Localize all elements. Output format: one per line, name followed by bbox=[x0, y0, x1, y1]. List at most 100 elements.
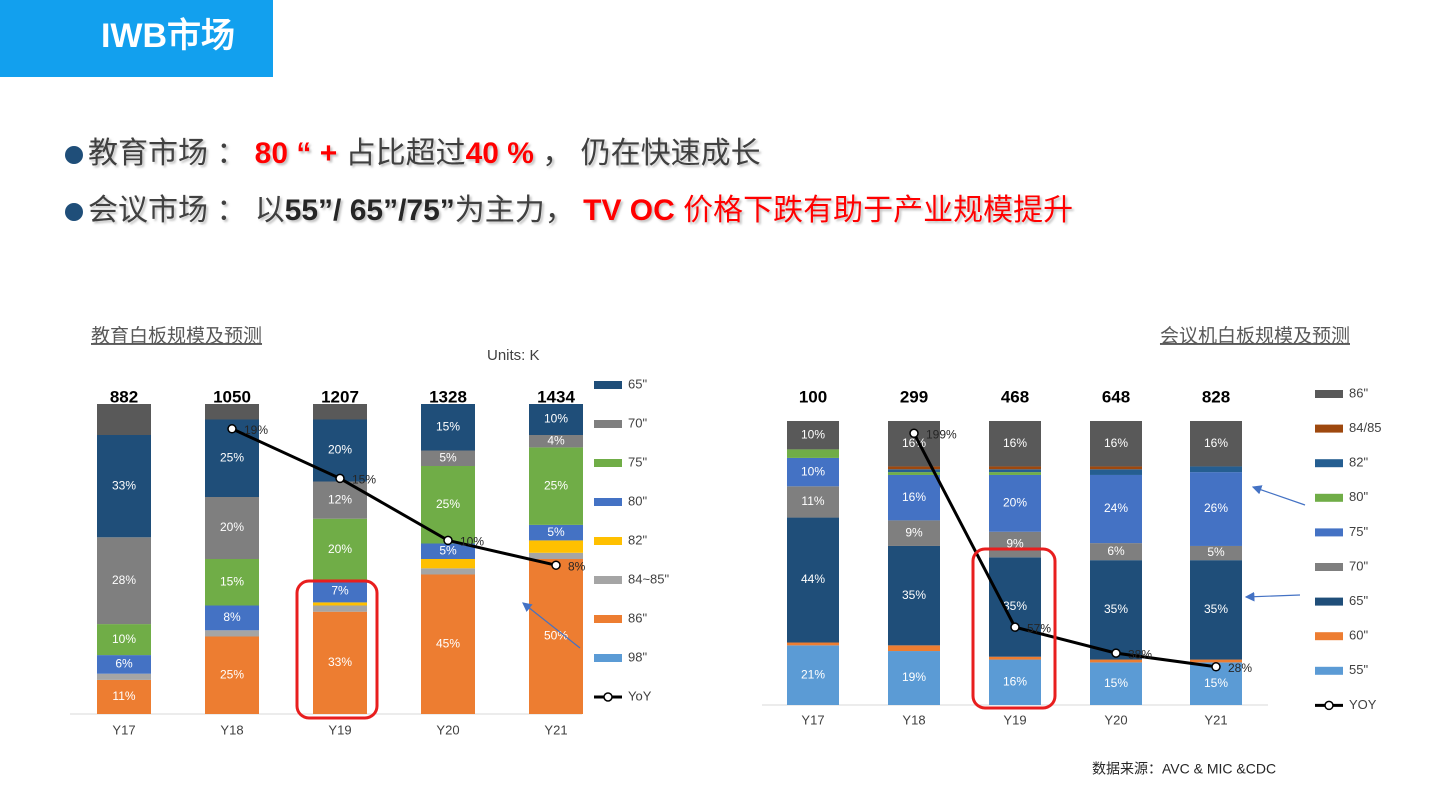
total-label: 299 bbox=[900, 387, 928, 406]
data-label: 16% bbox=[902, 490, 926, 504]
total-label: 1328 bbox=[429, 387, 467, 406]
data-label: 6% bbox=[115, 657, 133, 671]
legend-label: 55" bbox=[1349, 662, 1368, 677]
total-label: 1207 bbox=[321, 387, 359, 406]
line bbox=[912, 432, 1217, 669]
highlight-box bbox=[971, 547, 1057, 710]
bar-segment bbox=[313, 602, 367, 606]
bar-segment bbox=[989, 469, 1041, 473]
legend-label: 65" bbox=[628, 376, 647, 391]
bar-segment bbox=[989, 466, 1041, 470]
data-label: 10% bbox=[801, 464, 825, 478]
line-label: 15% bbox=[352, 473, 376, 487]
bar-segment bbox=[529, 540, 583, 553]
bar-segment bbox=[787, 517, 839, 643]
legend-swatch bbox=[594, 654, 622, 662]
bar-segment bbox=[1190, 560, 1242, 660]
bar-segment bbox=[529, 447, 583, 525]
bar-segment bbox=[888, 645, 940, 652]
legend-swatch bbox=[1315, 459, 1343, 468]
bar-segment bbox=[205, 559, 259, 606]
bar-segment bbox=[888, 474, 940, 521]
text-run: 会议市场 ： 以 bbox=[88, 194, 285, 227]
legend-label: 70" bbox=[628, 415, 647, 430]
data-label: 9% bbox=[905, 525, 923, 539]
data-label: 28% bbox=[112, 573, 136, 587]
bar-segment bbox=[888, 469, 940, 473]
bar-segment bbox=[421, 404, 475, 451]
bar-segment bbox=[1090, 466, 1142, 470]
legend-label: YoY bbox=[628, 688, 652, 703]
data-label: 5% bbox=[439, 450, 457, 464]
data-label: 25% bbox=[544, 478, 568, 492]
text-run: TV OC bbox=[583, 194, 675, 227]
bar-segment bbox=[1090, 662, 1142, 705]
data-label: 8% bbox=[223, 610, 241, 624]
bar-segment bbox=[529, 524, 583, 541]
line-label: 10% bbox=[460, 535, 484, 549]
data-label: 10% bbox=[801, 427, 825, 441]
x-tick-label: Y17 bbox=[801, 712, 824, 727]
bar-segment bbox=[97, 673, 151, 680]
x-tick-label: Y21 bbox=[1204, 712, 1227, 727]
bar-segment bbox=[313, 611, 367, 714]
legend-label: 75" bbox=[628, 454, 647, 469]
text-run: 价格下跌有助于产业规模提升 bbox=[675, 194, 1073, 227]
data-label: 15% bbox=[220, 574, 244, 588]
data-label: 35% bbox=[1104, 602, 1128, 616]
bar-segment bbox=[421, 559, 475, 569]
legend-label: 80" bbox=[628, 493, 647, 508]
data-label: 16% bbox=[1204, 436, 1228, 450]
bar-segment bbox=[313, 580, 367, 603]
bar-segment bbox=[888, 520, 940, 546]
bar-segment bbox=[1090, 474, 1142, 544]
data-label: 16% bbox=[1104, 436, 1128, 450]
legend-swatch bbox=[1315, 632, 1343, 641]
data-label: 20% bbox=[1003, 496, 1027, 510]
legend-label: 75" bbox=[1349, 524, 1368, 539]
data-label: 24% bbox=[1104, 501, 1128, 515]
legend-swatch bbox=[594, 459, 622, 467]
x-tick-label: Y19 bbox=[328, 722, 351, 737]
text-run: 占比超过 bbox=[337, 137, 465, 170]
total-label: 1434 bbox=[537, 387, 575, 406]
data-label: 35% bbox=[1003, 599, 1027, 613]
legend-swatch bbox=[594, 420, 622, 428]
bar-segment bbox=[989, 474, 1041, 532]
data-label: 45% bbox=[436, 636, 460, 650]
bar-segment bbox=[989, 659, 1041, 705]
bar-segment bbox=[97, 404, 151, 435]
legend-swatch bbox=[1315, 493, 1343, 502]
bar-segment bbox=[313, 605, 367, 612]
data-label: 5% bbox=[439, 543, 457, 557]
bar-segment bbox=[205, 605, 259, 631]
data-label: 15% bbox=[1104, 676, 1128, 690]
bar-segment bbox=[1190, 472, 1242, 546]
data-label: 50% bbox=[544, 629, 568, 643]
bar-segment bbox=[421, 450, 475, 466]
bar-segment bbox=[97, 655, 151, 674]
legend-label: 84~85" bbox=[628, 571, 670, 586]
data-label: 21% bbox=[801, 667, 825, 681]
data-label: 20% bbox=[328, 443, 352, 457]
legend-swatch bbox=[1315, 666, 1343, 675]
data-label: 25% bbox=[436, 497, 460, 511]
legend-label: 86" bbox=[1349, 385, 1368, 400]
chart-title: 会议机白板规模及预测 bbox=[1160, 325, 1350, 347]
bar-segment bbox=[787, 421, 839, 450]
bar-segment bbox=[313, 404, 367, 420]
legend-label: 86" bbox=[628, 610, 647, 625]
line-marker bbox=[1111, 648, 1121, 658]
line bbox=[231, 427, 557, 567]
text-run: 55”/ 65”/75” bbox=[285, 194, 455, 227]
legend-label: 70" bbox=[1349, 558, 1368, 573]
data-label: 10% bbox=[544, 412, 568, 426]
legend-swatch bbox=[594, 615, 622, 623]
text-run: 40 % bbox=[466, 137, 534, 170]
bar-segment bbox=[989, 531, 1041, 558]
line-marker bbox=[1211, 662, 1221, 672]
bar-segment bbox=[205, 404, 259, 420]
bar-segment bbox=[97, 435, 151, 538]
highlight-box bbox=[295, 579, 379, 720]
